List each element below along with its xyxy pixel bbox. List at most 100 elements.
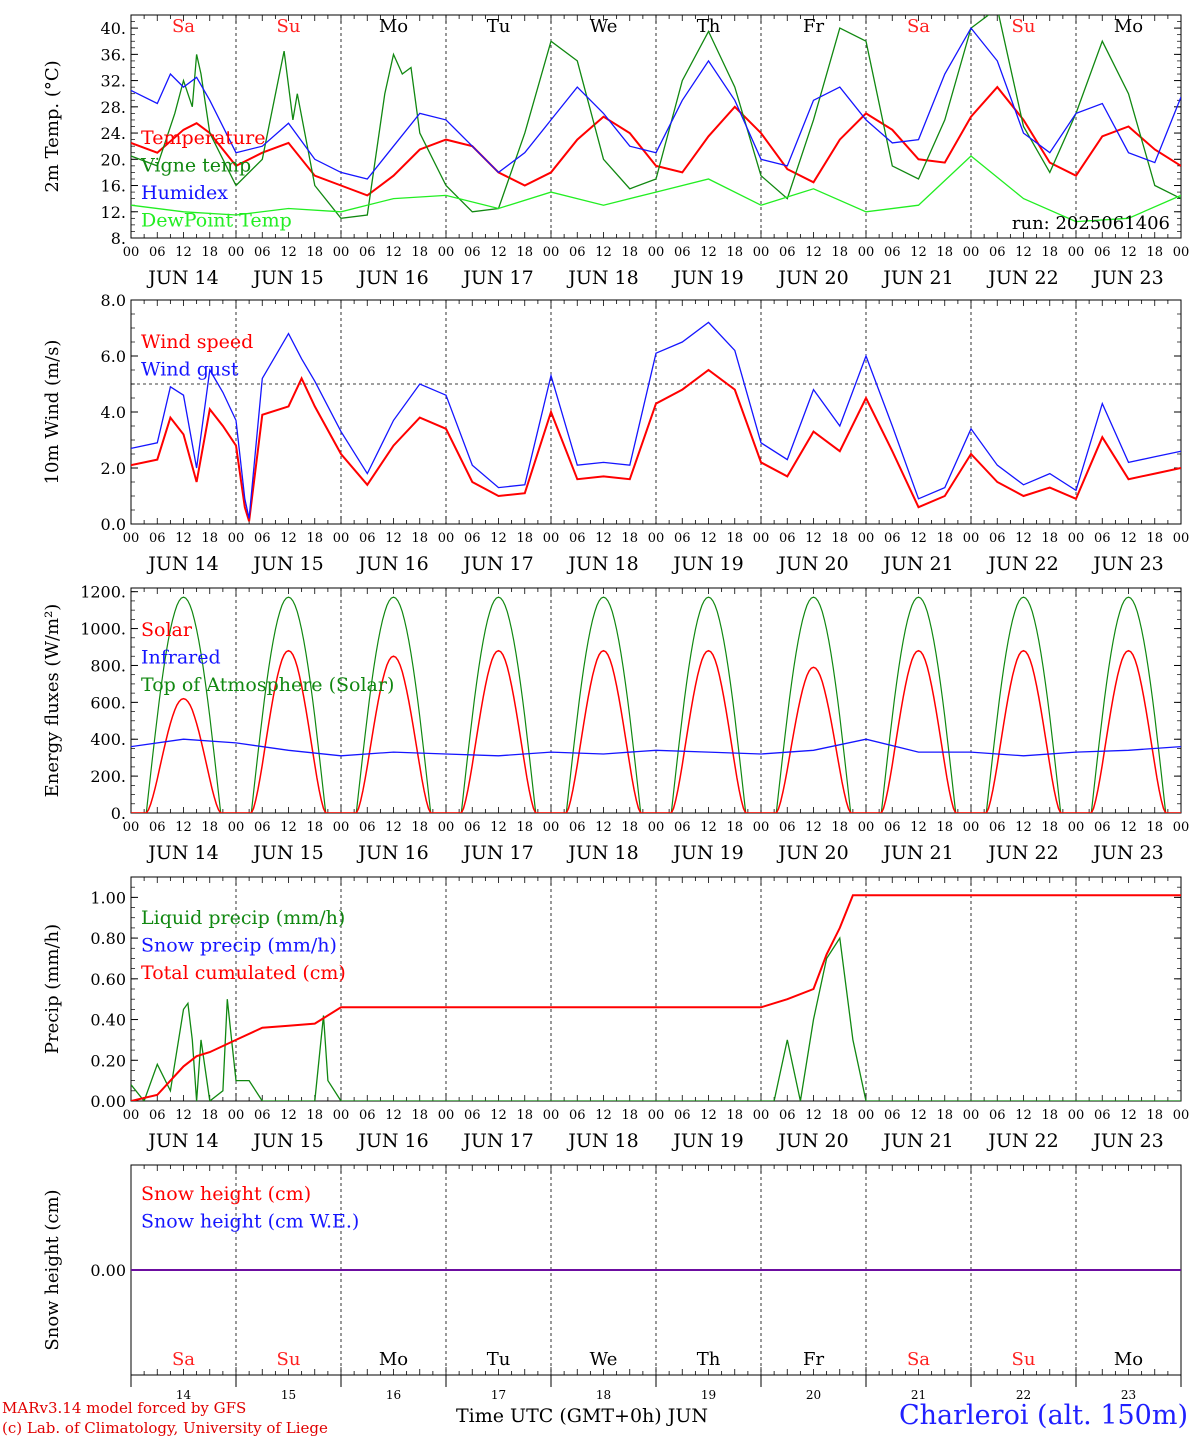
hour-tick-label: 12: [805, 245, 822, 260]
hour-tick-label: 06: [254, 1108, 271, 1123]
hour-tick-label: 06: [359, 531, 376, 546]
legend-entry: Top of Atmosphere (Solar): [141, 674, 394, 696]
hour-tick-label: 00: [333, 531, 350, 546]
hour-tick-label: 18: [726, 531, 743, 546]
weekday-label: Su: [1012, 1349, 1036, 1370]
weekday-label: Su: [277, 16, 301, 37]
weekday-label: Mo: [379, 1349, 408, 1370]
hour-tick-label: 06: [884, 820, 901, 835]
hour-tick-label: 00: [963, 1108, 980, 1123]
series-group: [131, 321, 1181, 522]
day-label: JUN 23: [1091, 267, 1163, 289]
day-label: JUN 18: [566, 553, 638, 575]
y-tick-label: 0.0: [101, 515, 126, 534]
hour-tick-label: 12: [595, 245, 612, 260]
hour-tick-label: 06: [464, 245, 481, 260]
hour-tick-label: 18: [831, 820, 848, 835]
hour-tick-label: 18: [1146, 1108, 1163, 1123]
hour-tick-label: 18: [831, 1108, 848, 1123]
series-group: [131, 894, 1181, 1101]
y-tick-label: 0.60: [90, 970, 126, 989]
hour-tick-label: 12: [385, 531, 402, 546]
y-tick-label: 4.0: [101, 403, 126, 422]
hour-tick-label: 06: [779, 820, 796, 835]
day-label: JUN 19: [671, 1130, 743, 1152]
hour-tick-label: 06: [254, 820, 271, 835]
hour-tick-label: 00: [753, 1108, 770, 1123]
hour-tick-label: 00: [963, 820, 980, 835]
hour-tick-label: 18: [1041, 820, 1058, 835]
hour-tick-label: 12: [805, 820, 822, 835]
legend-entry: Vigne temp: [140, 155, 251, 177]
hour-tick-label: 12: [595, 531, 612, 546]
y-tick-label: 20.: [101, 150, 126, 169]
hour-tick-label: 00: [1173, 1108, 1190, 1123]
hour-tick-label: 12: [595, 820, 612, 835]
y-tick-label: 8.: [111, 229, 126, 248]
day-number-label: 14: [176, 1388, 192, 1402]
day-number-label: 21: [911, 1388, 926, 1402]
hour-tick-label: 18: [1041, 531, 1058, 546]
hour-tick-label: 12: [175, 245, 192, 260]
hour-tick-label: 06: [779, 1108, 796, 1123]
y-tick-label: 12.: [101, 203, 126, 222]
hour-tick-label: 12: [490, 245, 507, 260]
hour-tick-label: 00: [543, 531, 560, 546]
x-axis-title: Time UTC (GMT+0h) JUN: [456, 1405, 708, 1427]
day-label: JUN 17: [461, 1130, 533, 1152]
hour-tick-label: 06: [884, 1108, 901, 1123]
day-label: JUN 22: [986, 1130, 1058, 1152]
hour-tick-label: 12: [280, 531, 297, 546]
hour-tick-label: 18: [411, 1108, 428, 1123]
legend-entry: Total cumulated (cm): [141, 962, 346, 984]
hour-tick-label: 18: [1146, 820, 1163, 835]
hour-tick-label: 18: [306, 1108, 323, 1123]
y-tick-label: 16.: [101, 177, 126, 196]
y-tick-label: 36.: [101, 45, 126, 64]
weekday-label: Sa: [907, 1349, 930, 1370]
day-label: JUN 22: [986, 267, 1058, 289]
day-label: JUN 16: [356, 842, 428, 864]
hour-tick-label: 12: [700, 1108, 717, 1123]
hour-tick-label: 06: [1094, 245, 1111, 260]
hour-tick-label: 12: [175, 531, 192, 546]
run-label: run: 2025061406: [1012, 213, 1170, 234]
hour-tick-label: 00: [123, 245, 140, 260]
weekday-label: Sa: [172, 16, 195, 37]
legend-entry: Humidex: [141, 182, 228, 204]
day-label: JUN 20: [776, 553, 848, 575]
y-tick-label: 0.80: [90, 929, 126, 948]
hour-tick-label: 18: [306, 531, 323, 546]
hour-tick-label: 06: [989, 531, 1006, 546]
hour-tick-label: 18: [936, 1108, 953, 1123]
hour-tick-label: 18: [306, 245, 323, 260]
hour-tick-label: 06: [359, 820, 376, 835]
series-line-dewpoint-temp: [131, 155, 1181, 223]
hour-tick-label: 00: [753, 531, 770, 546]
series-line-total-cumulated-cm-: [131, 894, 1181, 1101]
hour-tick-label: 00: [543, 1108, 560, 1123]
day-label: JUN 19: [671, 553, 743, 575]
y-tick-label: 1200.: [80, 583, 126, 602]
day-label: JUN 17: [461, 267, 533, 289]
weekday-label: Mo: [1114, 16, 1143, 37]
legend-entry: Temperature: [141, 127, 265, 149]
hour-tick-label: 12: [700, 531, 717, 546]
hour-tick-label: 18: [621, 820, 638, 835]
weekday-label: Th: [697, 1349, 721, 1370]
day-label: JUN 14: [146, 842, 218, 864]
weekday-label: Su: [1012, 16, 1036, 37]
legend-entry: Wind gust: [141, 359, 239, 381]
plot-frame: [130, 587, 1182, 814]
hour-tick-label: 18: [516, 1108, 533, 1123]
hour-tick-label: 06: [1094, 820, 1111, 835]
hour-tick-label: 06: [359, 1108, 376, 1123]
hour-tick-label: 00: [543, 820, 560, 835]
hour-tick-label: 12: [700, 245, 717, 260]
hour-tick-label: 00: [963, 245, 980, 260]
copyright-credit: (c) Lab. of Climatology, University of L…: [2, 1419, 328, 1437]
hour-tick-label: 18: [411, 820, 428, 835]
hour-tick-label: 00: [228, 531, 245, 546]
y-tick-label: 800.: [90, 656, 126, 675]
series-line-liquid-precip-mm-h-: [131, 936, 1181, 1101]
